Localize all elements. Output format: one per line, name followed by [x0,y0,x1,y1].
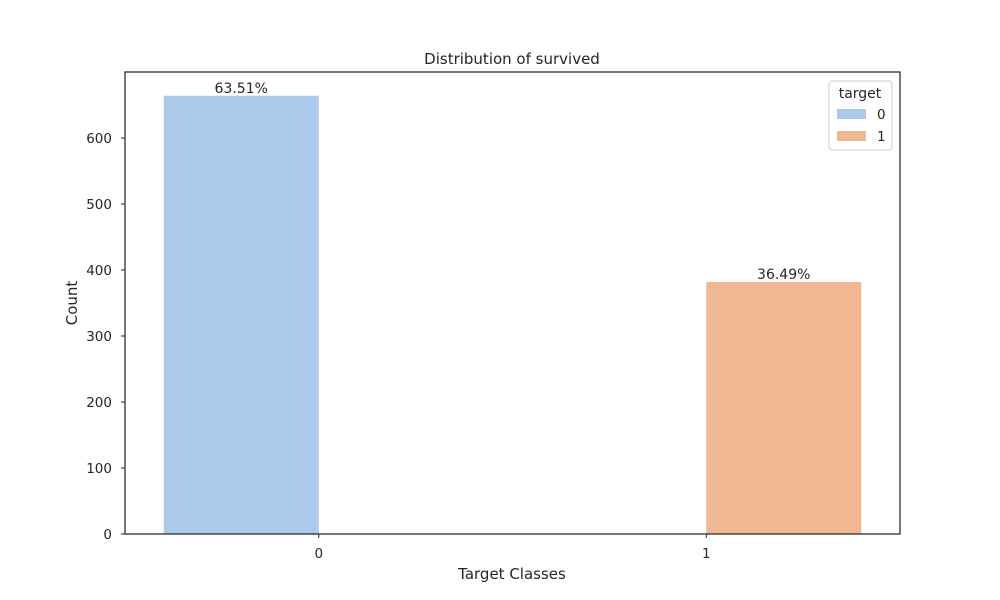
y-tick-label: 400 [86,263,112,279]
y-axis-label: Count [63,281,81,326]
legend: target 01 [828,80,893,151]
legend-items: 01 [837,107,886,145]
y-axis-ticks: 0 100 200 300 400 500 600 [86,131,125,543]
x-tick-label: 0 [314,546,323,562]
bar-data-label: 36.49% [757,267,810,283]
legend-swatch-1 [837,131,866,141]
plot-frame [124,71,901,535]
x-tick-label: 1 [702,546,711,562]
chart-title: Distribution of survived [424,50,600,68]
bar-data-label: 63.51% [215,81,268,97]
y-tick-label: 500 [86,197,112,213]
legend-title: target [839,86,882,102]
legend-label-1: 1 [877,129,886,145]
y-tick-label: 600 [86,131,112,147]
y-tick-label: 0 [103,527,112,543]
y-tick-label: 200 [86,395,112,411]
bar-1-1 [706,281,862,534]
bar-labels-group: 63.51% 36.49% [215,81,811,283]
x-axis-label: Target Classes [457,565,566,583]
bar-0-0 [163,95,319,534]
bars-group [163,95,862,534]
y-tick-label: 100 [86,461,112,477]
y-tick-label: 300 [86,329,112,345]
legend-label-0: 0 [877,107,886,123]
legend-swatch-0 [837,109,866,119]
